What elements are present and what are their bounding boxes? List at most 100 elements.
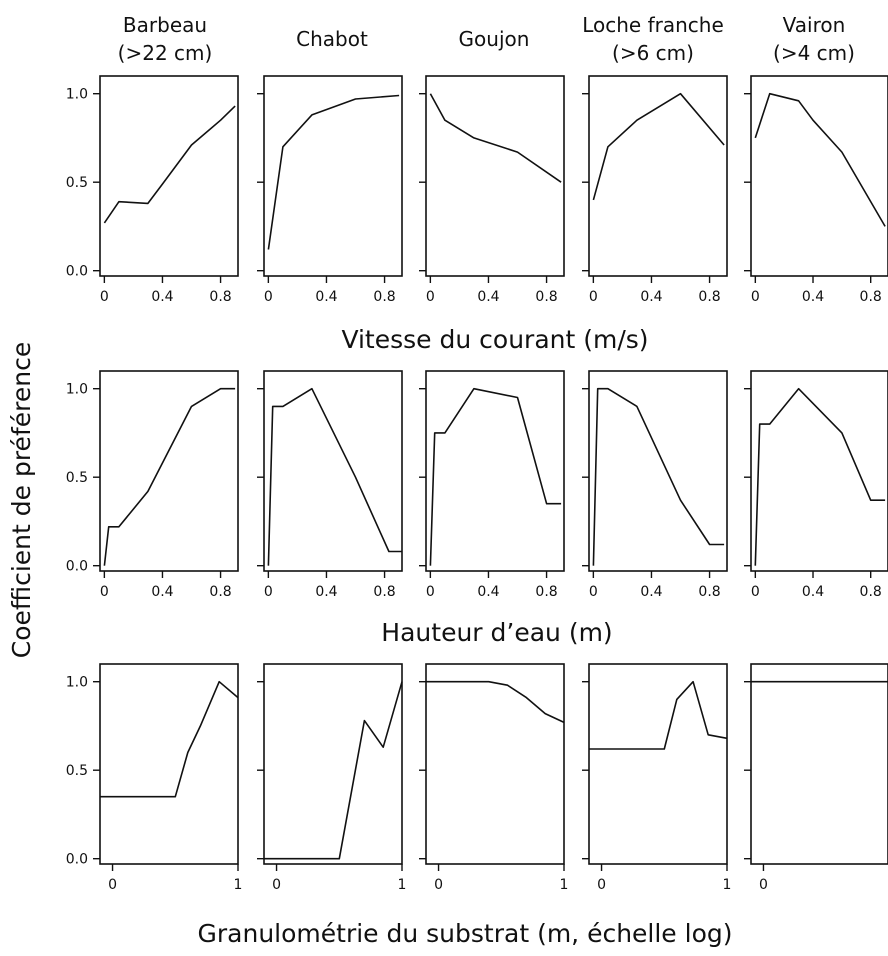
x-tick-label-r1c5-1: 0.4 <box>802 289 824 305</box>
panel-r1c5: 0 0.4 0.8 <box>744 75 888 305</box>
panel-frame-r3c3 <box>425 663 565 865</box>
series-line-r1c5 <box>754 92 886 227</box>
panel-frame-r3c2 <box>263 663 403 865</box>
x-tick-label-r2c5-2: 0.8 <box>860 584 882 600</box>
x-tick-label-r3c2-0: 0 <box>272 877 281 893</box>
x-tick-label-r3c3-0: 0 <box>434 877 443 893</box>
panel-frame-r1c1 <box>99 75 239 277</box>
y-tick-label-r1c1-0: 0.0 <box>66 264 88 280</box>
panel-r1c2: 0 0.4 0.8 <box>257 75 403 305</box>
y-tick-label-r3c1-1: 0.5 <box>66 763 88 779</box>
x-tick-label-r2c4-2: 0.8 <box>698 584 720 600</box>
x-tick-label-r1c4-1: 0.4 <box>640 289 662 305</box>
x-tick-label-r1c2-0: 0 <box>264 289 273 305</box>
x-tick-label-r3c1-1: 1 <box>234 877 243 893</box>
species-title-4-line2: (>6 cm) <box>612 41 694 65</box>
x-tick-label-r2c4-0: 0 <box>589 584 598 600</box>
x-tick-label-r2c2-0: 0 <box>264 584 273 600</box>
species-title-2-line1: Chabot <box>296 27 368 51</box>
y-tick-label-r2c1-1: 0.5 <box>66 470 88 486</box>
panel-frame-r2c5 <box>750 370 888 572</box>
series-line-r1c2 <box>267 94 400 250</box>
row-3-x-label: Granulométrie du substrat (m, échelle lo… <box>198 919 733 948</box>
x-tick-label-r2c1-2: 0.8 <box>209 584 231 600</box>
species-title-1-line2: (>22 cm) <box>118 41 213 65</box>
x-tick-label-r2c3-0: 0 <box>426 584 435 600</box>
species-title-4-line1: Loche franche <box>582 13 724 37</box>
panel-frame-r2c4 <box>588 370 728 572</box>
panel-r1c1: 0.0 0.5 1.0 0 0.4 0.8 <box>66 75 239 305</box>
x-tick-label-r1c3-2: 0.8 <box>535 289 557 305</box>
x-tick-label-r2c1-0: 0 <box>100 584 109 600</box>
y-tick-label-r2c1-0: 0.0 <box>66 559 88 575</box>
x-tick-label-r1c5-0: 0 <box>751 289 760 305</box>
x-tick-label-r2c5-0: 0 <box>751 584 760 600</box>
x-tick-label-r1c4-2: 0.8 <box>698 289 720 305</box>
panel-grid: 0.0 0.5 1.0 0 0.4 0.8 0 0.4 0.8 0 0.4 0.8 0 0.4 0.8 0 0.… <box>66 75 888 893</box>
x-tick-label-r2c3-1: 0.4 <box>477 584 499 600</box>
panel-frame-r1c4 <box>588 75 728 277</box>
x-tick-label-r3c2-1: 1 <box>398 877 407 893</box>
y-axis-label: Coefficient de préférence <box>7 342 36 658</box>
series-line-r2c2 <box>267 387 402 566</box>
panel-r3c1: 0.0 0.5 1.0 0 1 <box>66 663 243 893</box>
x-tick-label-r2c3-2: 0.8 <box>535 584 557 600</box>
series-line-r2c1 <box>103 387 236 566</box>
panel-frame-r3c5 <box>750 663 888 865</box>
series-line-r1c3 <box>429 93 562 183</box>
x-tick-label-r1c3-1: 0.4 <box>477 289 499 305</box>
series-line-r2c5 <box>754 387 886 566</box>
x-tick-label-r1c3-0: 0 <box>426 289 435 305</box>
x-tick-label-r2c4-1: 0.4 <box>640 584 662 600</box>
series-line-r3c3 <box>426 680 565 724</box>
y-tick-label-r1c1-1: 0.5 <box>66 175 88 191</box>
series-line-r3c4 <box>589 680 728 750</box>
panel-r1c4: 0 0.4 0.8 <box>582 75 728 305</box>
panel-r3c5: 0 <box>744 663 888 893</box>
x-tick-label-r1c2-2: 0.8 <box>373 289 395 305</box>
x-tick-label-r2c5-1: 0.4 <box>802 584 824 600</box>
x-tick-label-r3c4-1: 1 <box>723 877 732 893</box>
species-titles: Barbeau (>22 cm) Chabot Goujon Loche fra… <box>118 13 855 65</box>
row-2-x-label: Hauteur d’eau (m) <box>381 618 612 647</box>
x-tick-label-r3c3-1: 1 <box>560 877 569 893</box>
species-title-5-line1: Vairon <box>783 13 846 37</box>
x-tick-label-r1c4-0: 0 <box>589 289 598 305</box>
x-tick-label-r2c1-1: 0.4 <box>151 584 173 600</box>
species-title-3-line1: Goujon <box>459 27 530 51</box>
panel-r2c2: 0 0.4 0.8 <box>257 370 403 600</box>
panel-frame-r1c3 <box>425 75 565 277</box>
x-tick-label-r3c4-0: 0 <box>597 877 606 893</box>
x-tick-label-r2c2-2: 0.8 <box>373 584 395 600</box>
panel-frame-r1c5 <box>750 75 888 277</box>
x-tick-label-r1c1-2: 0.8 <box>209 289 231 305</box>
row-1-x-label: Vitesse du courant (m/s) <box>341 325 648 354</box>
panel-frame-r2c1 <box>99 370 239 572</box>
x-tick-label-r1c5-2: 0.8 <box>860 289 882 305</box>
x-tick-label-r1c1-0: 0 <box>100 289 109 305</box>
series-line-r1c1 <box>103 105 236 224</box>
x-tick-label-r3c5-0: 0 <box>759 877 768 893</box>
series-line-r3c2 <box>264 681 403 860</box>
y-tick-label-r2c1-2: 1.0 <box>66 382 88 398</box>
x-tick-label-r3c1-0: 0 <box>108 877 117 893</box>
x-tick-label-r1c2-1: 0.4 <box>315 289 337 305</box>
panel-frame-r3c4 <box>588 663 728 865</box>
x-tick-label-r1c1-1: 0.4 <box>151 289 173 305</box>
series-line-r3c1 <box>100 680 239 798</box>
species-title-5-line2: (>4 cm) <box>773 41 855 65</box>
panel-r2c3: 0 0.4 0.8 <box>419 370 565 600</box>
series-line-r1c4 <box>592 92 725 201</box>
panel-r2c4: 0 0.4 0.8 <box>582 370 728 600</box>
panel-frame-r2c3 <box>425 370 565 572</box>
x-tick-label-r2c2-1: 0.4 <box>315 584 337 600</box>
panel-frame-r3c1 <box>99 663 239 865</box>
series-line-r2c4 <box>592 387 725 566</box>
series-line-r2c3 <box>429 387 562 566</box>
panel-r1c3: 0 0.4 0.8 <box>419 75 565 305</box>
y-tick-label-r3c1-0: 0.0 <box>66 852 88 868</box>
